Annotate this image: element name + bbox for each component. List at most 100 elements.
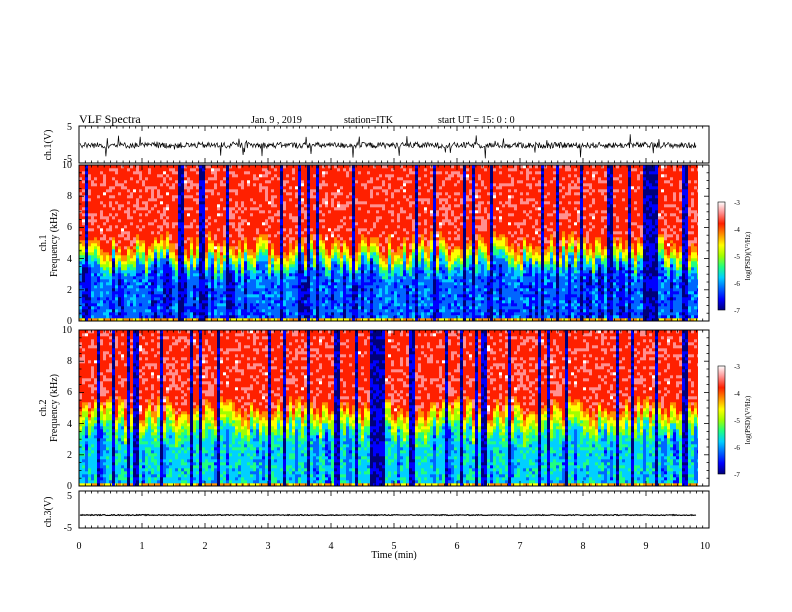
spectrogram-cell bbox=[112, 237, 116, 241]
spectrogram-cell bbox=[244, 294, 248, 298]
spectrogram-cell bbox=[124, 228, 128, 232]
spectrogram-cell bbox=[352, 300, 356, 304]
spectrogram-cell bbox=[202, 309, 206, 313]
spectrogram-cell bbox=[205, 234, 209, 238]
spectrogram-cell bbox=[94, 273, 98, 277]
spectrogram-cell bbox=[85, 225, 89, 229]
spectrogram-cell bbox=[301, 231, 305, 235]
spectrogram-cell bbox=[349, 279, 353, 283]
spectrogram-cell bbox=[241, 315, 245, 319]
spectrogram-cell bbox=[160, 219, 164, 223]
spectrogram-cell bbox=[169, 186, 173, 190]
spectrogram-cell bbox=[166, 222, 170, 226]
spectrogram-cell bbox=[328, 225, 332, 229]
spectrogram-cell bbox=[82, 222, 86, 226]
spectrogram-cell bbox=[160, 201, 164, 205]
spectrogram-cell bbox=[301, 303, 305, 307]
spectrogram-cell bbox=[325, 186, 329, 190]
spectrogram-cell bbox=[178, 192, 182, 196]
spectrogram-cell bbox=[328, 195, 332, 199]
spectrogram-cell bbox=[88, 249, 92, 253]
spectrogram-cell bbox=[265, 177, 269, 181]
spectrogram-cell bbox=[172, 258, 176, 262]
spectrogram-cell bbox=[235, 276, 239, 280]
spectrogram-cell bbox=[214, 183, 218, 187]
spectrogram-cell bbox=[79, 276, 83, 280]
spectrogram-cell bbox=[337, 303, 341, 307]
spectrogram-cell bbox=[193, 201, 197, 205]
spectrogram-cell bbox=[208, 276, 212, 280]
spectrogram-cell bbox=[136, 306, 140, 310]
spectrogram-cell bbox=[292, 267, 296, 271]
spectrogram-cell bbox=[247, 267, 251, 271]
spectrogram-cell bbox=[115, 249, 119, 253]
spectrogram-cell bbox=[295, 213, 299, 217]
spectrogram-cell bbox=[142, 240, 146, 244]
spectrogram-cell bbox=[352, 312, 356, 316]
spectrogram-cell bbox=[325, 165, 329, 169]
spectrogram-cell bbox=[112, 213, 116, 217]
spectrogram-cell bbox=[352, 297, 356, 301]
spectrogram-cell bbox=[163, 207, 167, 211]
spectrogram-cell bbox=[139, 300, 143, 304]
spectrogram-cell bbox=[301, 225, 305, 229]
spectrogram-cell bbox=[307, 237, 311, 241]
spectrogram-cell bbox=[130, 294, 134, 298]
spectrogram-cell bbox=[178, 240, 182, 244]
spectrogram-cell bbox=[175, 309, 179, 313]
spectrogram-cell bbox=[106, 228, 110, 232]
spectrogram-cell bbox=[331, 207, 335, 211]
spectrogram-cell bbox=[160, 243, 164, 247]
spectrogram-cell bbox=[340, 291, 344, 295]
spectrogram-cell bbox=[160, 171, 164, 175]
spectrogram-cell bbox=[199, 258, 203, 262]
spectrogram-cell bbox=[238, 213, 242, 217]
spectrogram-cell bbox=[121, 285, 125, 289]
spectrogram-cell bbox=[88, 300, 92, 304]
spectrogram-cell bbox=[265, 231, 269, 235]
spectrogram-cell bbox=[124, 291, 128, 295]
spectrogram-cell bbox=[82, 243, 86, 247]
spectrogram-cell bbox=[115, 237, 119, 241]
spectrogram-cell bbox=[142, 312, 146, 316]
spectrogram-cell bbox=[229, 225, 233, 229]
spectrogram-cell bbox=[343, 207, 347, 211]
spectrogram-cell bbox=[313, 255, 317, 259]
spectrogram-cell bbox=[109, 315, 113, 319]
spectrogram-cell bbox=[157, 213, 161, 217]
spectrogram-cell bbox=[235, 180, 239, 184]
spectrogram-cell bbox=[325, 216, 329, 220]
spectrogram-cell bbox=[289, 243, 293, 247]
spectrogram-cell bbox=[91, 165, 95, 169]
spectrogram-cell bbox=[262, 309, 266, 313]
spectrogram-cell bbox=[343, 234, 347, 238]
spectrogram-cell bbox=[244, 264, 248, 268]
spectrogram-cell bbox=[241, 261, 245, 265]
spectrogram-cell bbox=[88, 165, 92, 169]
spectrogram-cell bbox=[124, 195, 128, 199]
spectrogram-cell bbox=[202, 201, 206, 205]
spectrogram-cell bbox=[160, 180, 164, 184]
spectrogram-cell bbox=[187, 315, 191, 319]
spectrogram-cell bbox=[295, 186, 299, 190]
spectrogram-cell bbox=[148, 246, 152, 250]
spectrogram-cell bbox=[325, 294, 329, 298]
spectrogram-cell bbox=[256, 273, 260, 277]
spectrogram-cell bbox=[352, 246, 356, 250]
spectrogram-cell bbox=[235, 186, 239, 190]
spectrogram-cell bbox=[79, 303, 83, 307]
spectrogram-cell bbox=[124, 267, 128, 271]
spectrogram-cell bbox=[205, 273, 209, 277]
spectrogram-cell bbox=[136, 318, 140, 322]
spectrogram-cell bbox=[220, 210, 224, 214]
spectrogram-cell bbox=[190, 279, 194, 283]
spectrogram-cell bbox=[220, 273, 224, 277]
spectrogram-cell bbox=[196, 183, 200, 187]
spectrogram-cell bbox=[304, 201, 308, 205]
spectrogram-cell bbox=[322, 240, 326, 244]
spectrogram-cell bbox=[160, 204, 164, 208]
spectrogram-cell bbox=[208, 300, 212, 304]
spectrogram-cell bbox=[184, 174, 188, 178]
spectrogram-cell bbox=[178, 294, 182, 298]
spectrogram-cell bbox=[349, 189, 353, 193]
